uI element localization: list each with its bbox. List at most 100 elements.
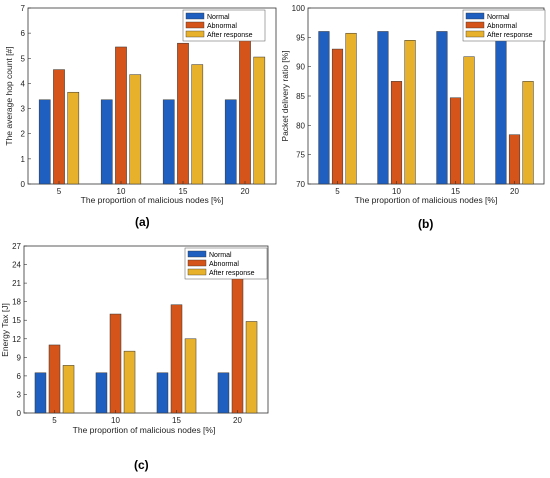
x-axis-label: The proportion of malicious nodes [%] [355, 195, 498, 205]
x-tick-label: 20 [510, 187, 519, 196]
bar-after-response-15 [191, 64, 204, 185]
y-tick-label: 100 [292, 4, 306, 13]
legend-label: Abnormal [207, 23, 237, 30]
y-tick-label: 0 [21, 180, 26, 189]
legend-label: After response [487, 32, 533, 39]
bar-after-response-20 [253, 56, 266, 185]
legend-swatch [465, 12, 485, 20]
legend-swatch [465, 21, 485, 29]
bar-normal-10 [100, 99, 113, 185]
y-tick-label: 0 [17, 409, 22, 418]
panel-caption-c: (c) [134, 458, 149, 472]
legend-swatch [185, 30, 205, 38]
legend-label: After response [209, 270, 255, 277]
bar-abnormal-15 [170, 304, 183, 414]
bar-after-response-10 [404, 40, 416, 185]
y-tick-label: 21 [12, 279, 21, 288]
y-tick-label: 7 [21, 4, 26, 13]
bar-abnormal-20 [231, 276, 244, 414]
legend: Normal Abnormal After response [184, 247, 268, 280]
y-tick-label: 6 [17, 372, 22, 381]
bar-after-response-5 [67, 91, 80, 185]
x-axis-label: The proportion of malicious nodes [%] [73, 425, 216, 435]
y-axis-label: Energy Tax [J] [0, 303, 10, 357]
legend-swatch [187, 250, 207, 258]
bar-normal-20 [224, 99, 237, 185]
bar-abnormal-20 [239, 35, 251, 185]
y-tick-label: 4 [21, 79, 26, 88]
legend-swatch [185, 12, 205, 20]
bar-after-response-15 [463, 56, 475, 185]
bar-normal-15 [162, 99, 175, 185]
y-tick-label: 15 [12, 316, 21, 325]
y-tick-label: 5 [21, 54, 26, 63]
bar-abnormal-20 [508, 134, 521, 185]
x-tick-label: 5 [52, 416, 57, 425]
x-tick-label: 10 [117, 187, 126, 196]
chart-a: 0 1 2 3 4 5 6 7 5 10 15 20 The average hop count [… [4, 4, 277, 205]
x-tick-label: 5 [57, 187, 62, 196]
y-tick-label: 80 [296, 121, 305, 130]
legend-swatch [185, 21, 205, 29]
y-tick-label: 24 [12, 261, 21, 270]
bar-normal-15 [156, 372, 169, 414]
bar-normal-15 [436, 31, 448, 185]
bar-abnormal-15 [449, 97, 462, 185]
y-tick-label: 1 [21, 155, 26, 164]
legend-label: Normal [487, 14, 510, 21]
bar-abnormal-10 [109, 313, 122, 414]
legend-label: Abnormal [487, 23, 517, 30]
x-axis-label: The proportion of malicious nodes [%] [81, 195, 224, 205]
y-tick-label: 75 [296, 151, 305, 160]
legend-label: After response [207, 32, 253, 39]
bar-abnormal-5 [48, 344, 61, 414]
y-tick-label: 12 [12, 335, 21, 344]
legend: Normal Abnormal After response [182, 9, 266, 42]
y-tick-label: 6 [21, 29, 26, 38]
legend-swatch [465, 30, 485, 38]
bar-normal-5 [318, 31, 330, 185]
y-tick-label: 90 [296, 63, 305, 72]
legend-swatch [187, 268, 207, 276]
y-tick-label: 27 [12, 242, 21, 251]
bar-after-response-10 [123, 350, 136, 414]
x-tick-label: 15 [172, 416, 181, 425]
panel-caption-a: (a) [135, 215, 150, 229]
x-tick-label: 10 [392, 187, 401, 196]
bar-abnormal-5 [331, 48, 344, 185]
legend: Normal Abnormal After response [462, 9, 546, 42]
legend-swatch [187, 259, 207, 267]
legend-label: Normal [207, 14, 230, 21]
chart-b: 70 75 80 85 90 95 100 5 10 15 20 Packet delivery … [280, 4, 546, 205]
bar-normal-10 [377, 31, 389, 185]
x-tick-label: 20 [233, 416, 242, 425]
bar-after-response-15 [184, 338, 197, 414]
legend-label: Normal [209, 252, 232, 259]
x-tick-label: 15 [179, 187, 188, 196]
y-tick-label: 9 [17, 353, 22, 362]
bar-abnormal-15 [177, 42, 189, 185]
bar-after-response-5 [62, 365, 75, 414]
x-tick-label: 10 [111, 416, 120, 425]
bar-abnormal-10 [390, 81, 403, 185]
bar-abnormal-5 [53, 69, 65, 185]
bar-normal-20 [217, 372, 230, 414]
bar-after-response-20 [522, 81, 534, 185]
bar-normal-5 [38, 99, 51, 185]
y-tick-label: 95 [296, 33, 305, 42]
y-tick-label: 85 [296, 92, 305, 101]
panel-caption-b: (b) [418, 217, 434, 231]
y-tick-label: 3 [17, 390, 22, 399]
y-axis-label: Packet delivery ratio [%] [280, 50, 290, 141]
legend-label: Abnormal [209, 261, 239, 268]
bar-after-response-10 [129, 74, 142, 185]
y-tick-label: 2 [21, 130, 26, 139]
bar-normal-5 [34, 372, 47, 414]
x-tick-label: 15 [451, 187, 460, 196]
bar-after-response-20 [245, 321, 258, 414]
bar-abnormal-10 [115, 46, 127, 185]
x-tick-label: 20 [241, 187, 250, 196]
y-tick-label: 70 [296, 180, 305, 189]
bar-normal-10 [95, 372, 108, 414]
bar-normal-20 [495, 31, 507, 185]
